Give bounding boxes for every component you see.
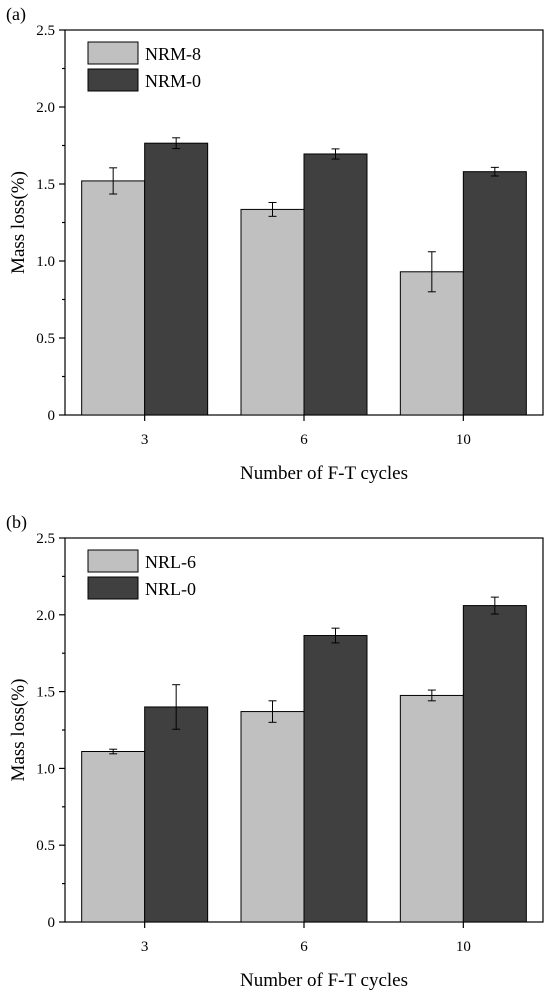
y-tick-label: 0.5 bbox=[36, 838, 55, 854]
legend-label: NRM-8 bbox=[145, 44, 201, 64]
y-tick-label: 2.5 bbox=[36, 531, 55, 547]
panel-label: (b) bbox=[6, 512, 27, 533]
y-axis-title: Mass loss(%) bbox=[8, 171, 29, 274]
x-tick-label: 3 bbox=[141, 432, 149, 448]
x-axis-title: Number of F-T cycles bbox=[240, 463, 408, 484]
bar-nrl-0-10 bbox=[462, 605, 527, 923]
chart-panel-a: (a) 0 0.5 1.0 1.5 2.0 2.5 Mass loss(%) 3 6 10 Numbe… bbox=[6, 4, 544, 484]
chart-panel-b: (b) 0 0.5 1.0 1.5 2.0 2.5 Mass loss(%) 3 6 10 Numbe… bbox=[6, 512, 544, 991]
legend-swatch bbox=[87, 576, 139, 600]
y-tick-label: 1.0 bbox=[36, 761, 55, 777]
bar-nrl-6-6 bbox=[240, 711, 305, 923]
legend-swatch bbox=[87, 549, 139, 573]
x-tick-label: 10 bbox=[456, 939, 471, 955]
x-axis-title: Number of F-T cycles bbox=[240, 970, 408, 991]
bar-nrm-0-6 bbox=[303, 153, 368, 416]
y-axis-title: Mass loss(%) bbox=[8, 679, 29, 782]
legend-swatch bbox=[87, 68, 139, 92]
panel-label: (a) bbox=[6, 4, 26, 25]
bar-nrl-6-10 bbox=[399, 694, 464, 923]
x-tick-label: 3 bbox=[141, 939, 149, 955]
bar-nrm-8-6 bbox=[240, 208, 305, 416]
bar-nrm-0-3 bbox=[144, 142, 209, 416]
y-tick-label: 0 bbox=[48, 408, 56, 424]
bar-nrl-0-6 bbox=[303, 635, 368, 923]
y-tick-label: 0 bbox=[48, 915, 56, 931]
y-tick-label: 2.5 bbox=[36, 23, 55, 39]
y-tick-label: 1.0 bbox=[36, 254, 55, 270]
y-tick-label: 1.5 bbox=[36, 685, 55, 701]
y-tick-label: 2.0 bbox=[36, 608, 55, 624]
y-tick-label: 2.0 bbox=[36, 100, 55, 116]
x-tick-label: 10 bbox=[456, 432, 471, 448]
legend-label: NRL-0 bbox=[145, 579, 196, 599]
bar-nrm-8-10 bbox=[399, 271, 464, 416]
legend-label: NRL-6 bbox=[145, 552, 196, 572]
legend-swatch bbox=[87, 41, 139, 65]
y-tick-label: 1.5 bbox=[36, 177, 55, 193]
bar-nrl-6-3 bbox=[81, 751, 146, 923]
legend-label: NRM-0 bbox=[145, 71, 201, 91]
bar-nrl-0-3 bbox=[144, 706, 209, 923]
x-tick-label: 6 bbox=[300, 432, 308, 448]
y-tick-label: 0.5 bbox=[36, 331, 55, 347]
x-tick-label: 6 bbox=[300, 939, 308, 955]
bar-nrm-8-3 bbox=[81, 180, 146, 416]
bar-nrm-0-10 bbox=[462, 171, 527, 416]
